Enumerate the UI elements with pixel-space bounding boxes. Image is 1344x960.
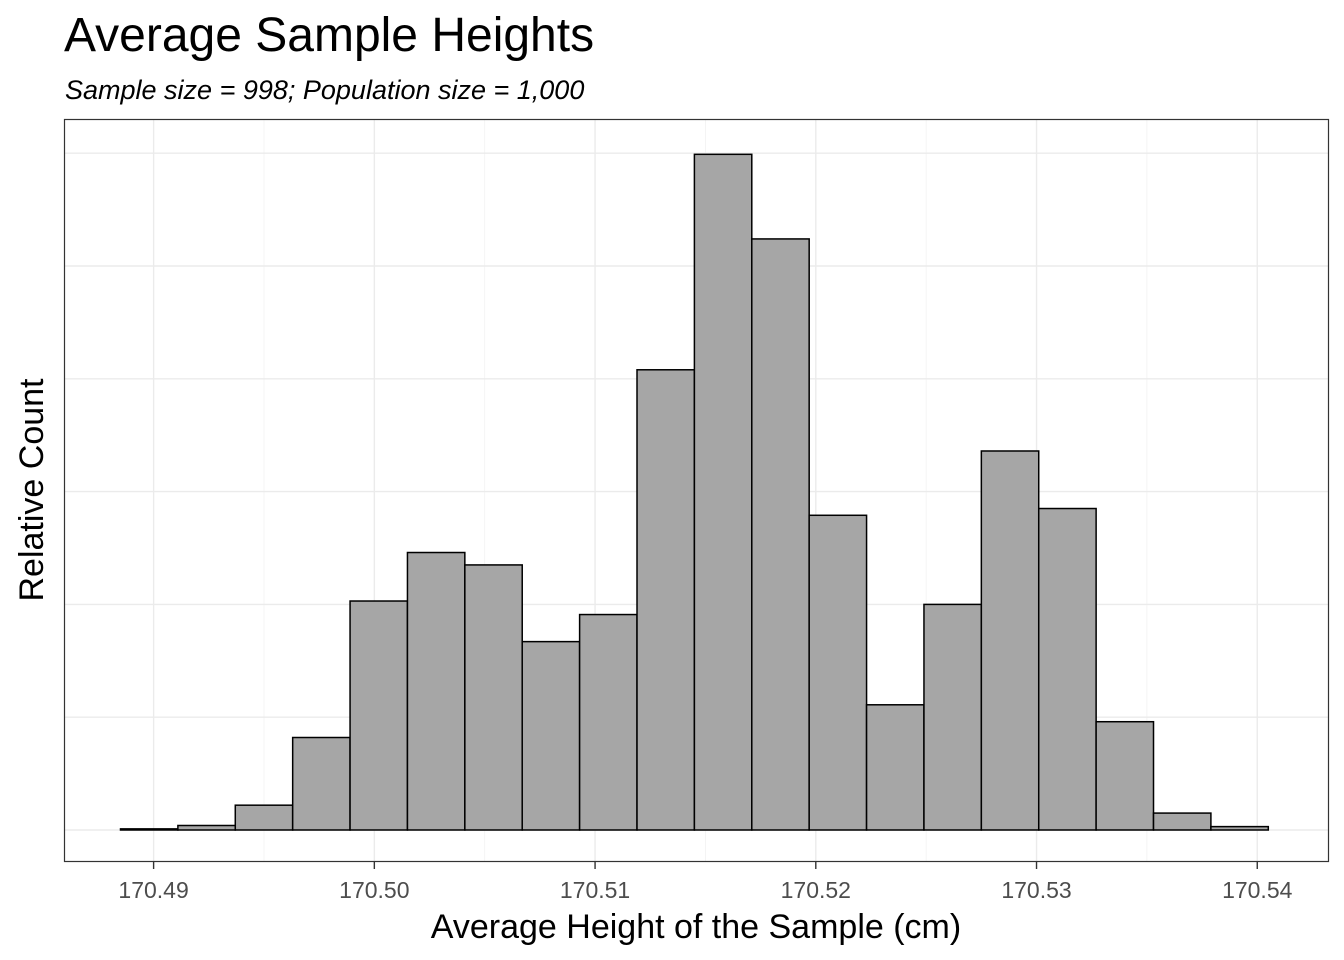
histogram-bar: [1095, 720, 1155, 831]
histogram-bar: [464, 564, 523, 831]
histogram-bar: [865, 704, 925, 831]
histogram-bar: [234, 804, 294, 831]
histogram-bars: [119, 153, 1270, 831]
histogram-bar: [291, 736, 351, 831]
histogram-bar: [1037, 507, 1097, 831]
histogram-bar: [1210, 825, 1270, 831]
histogram-bar: [349, 600, 409, 831]
histogram-bar: [923, 603, 983, 831]
chart-title: Average Sample Heights: [64, 9, 595, 62]
histogram-bar: [1152, 812, 1212, 831]
histogram-bar: [636, 369, 696, 831]
x-tick-label: 170.54: [1222, 877, 1293, 903]
histogram-bar: [693, 153, 753, 831]
x-tick-label: 170.51: [560, 877, 630, 903]
x-tick-label: 170.49: [118, 877, 188, 903]
histogram-bar: [980, 450, 1040, 831]
histogram-bar: [177, 824, 237, 831]
x-tick-label: 170.53: [1001, 877, 1071, 903]
histogram-bar: [521, 640, 581, 831]
histogram-bar: [406, 551, 466, 831]
panel-border: [63, 118, 1330, 863]
histogram-bar: [119, 828, 179, 831]
x-tick-label: 170.52: [781, 877, 851, 903]
x-axis-title: Average Height of the Sample (cm): [431, 908, 961, 946]
x-axis: 170.49 170.50 170.51 170.52 170.53 170.54: [118, 862, 1293, 903]
histogram-bar: [808, 514, 868, 831]
y-axis-title: Relative Count: [13, 378, 51, 602]
histogram-bar: [578, 613, 638, 831]
histogram-bar: [751, 238, 810, 831]
x-tick-label: 170.50: [339, 877, 409, 903]
chart-subtitle: Sample size = 998; Population size = 1,0…: [65, 75, 585, 105]
